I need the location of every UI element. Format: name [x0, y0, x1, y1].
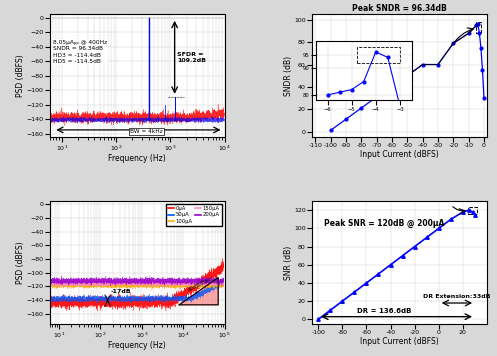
Y-axis label: SNR (dB): SNR (dB) — [284, 245, 293, 279]
X-axis label: Frequency (Hz): Frequency (Hz) — [108, 341, 166, 350]
Text: SFDR =
109.2dB: SFDR = 109.2dB — [177, 52, 206, 63]
Text: 8.05μAₚₚ @ 400Hz
SNDR = 96.34dB
HD3 = -114.4dB
HD5 = -114.5dB: 8.05μAₚₚ @ 400Hz SNDR = 96.34dB HD3 = -1… — [53, 40, 107, 64]
Text: DR = 136.6dB: DR = 136.6dB — [357, 308, 412, 314]
X-axis label: Frequency (Hz): Frequency (Hz) — [108, 154, 166, 163]
Y-axis label: PSD (dBFS): PSD (dBFS) — [16, 54, 25, 97]
Text: -17dB: -17dB — [111, 289, 132, 294]
Y-axis label: PSD (dBFS): PSD (dBFS) — [16, 241, 25, 284]
Bar — [468, 206, 478, 214]
Text: Peak SNR = 120dB @ 200μA: Peak SNR = 120dB @ 200μA — [324, 219, 444, 228]
Title: Peak SNDR = 96.34dB: Peak SNDR = 96.34dB — [352, 5, 447, 14]
Legend: 0μA, 50μA, 100μA, 150μA, 200μA: 0μA, 50μA, 100μA, 150μA, 200μA — [166, 204, 222, 226]
Text: 40dB/Dec: 40dB/Dec — [186, 276, 212, 293]
Text: DR Extension:33dB: DR Extension:33dB — [423, 294, 491, 299]
Polygon shape — [179, 278, 218, 305]
Text: BW = 4kHz: BW = 4kHz — [130, 129, 163, 134]
X-axis label: Input Current (dBFS): Input Current (dBFS) — [360, 337, 439, 346]
Y-axis label: SNDR (dB): SNDR (dB) — [284, 56, 293, 96]
X-axis label: Input Current (dBFS): Input Current (dBFS) — [360, 150, 439, 159]
Bar — [476, 22, 481, 33]
